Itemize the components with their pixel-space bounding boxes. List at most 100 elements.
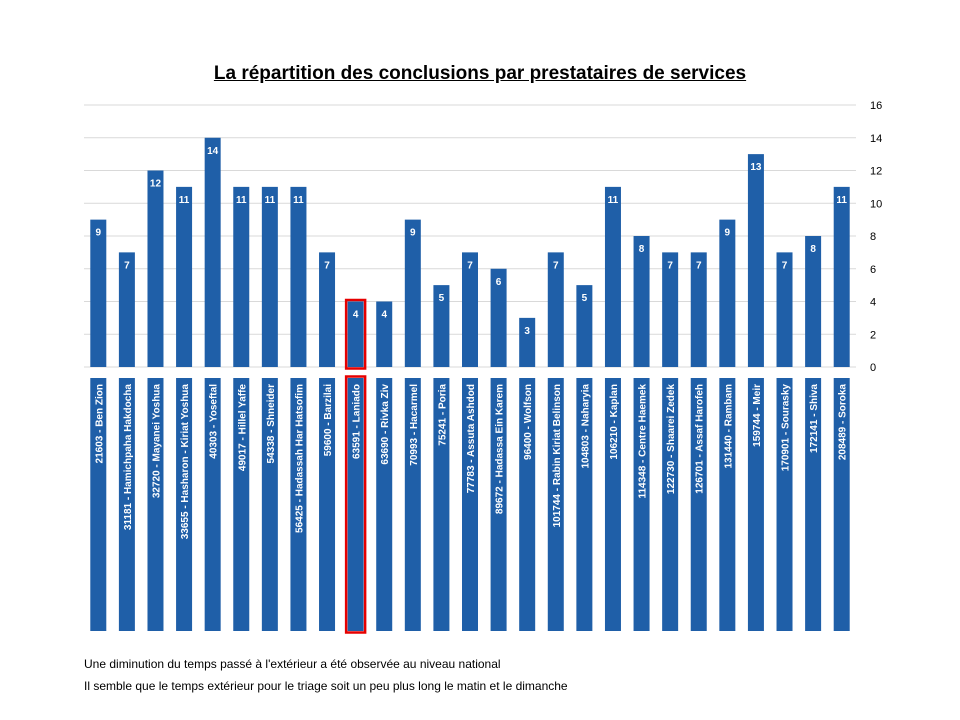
category-label: 63591 - Laniado — [352, 384, 363, 459]
category-label-box — [662, 378, 679, 631]
category-label-box — [547, 378, 564, 631]
bar — [233, 186, 250, 367]
category-label-box — [290, 378, 307, 631]
bar-value-label: 3 — [524, 326, 530, 337]
category-label-box — [376, 378, 393, 631]
category-label-box — [261, 378, 278, 631]
bar — [604, 186, 621, 367]
bar-value-label: 11 — [265, 195, 276, 206]
bar — [747, 154, 764, 367]
category-label-box — [118, 378, 135, 631]
category-label-box — [404, 378, 421, 631]
bar — [319, 252, 336, 367]
y-tick-label: 0 — [870, 362, 876, 374]
bar-value-label: 11 — [179, 195, 190, 206]
category-label: 131440 - Rambam — [723, 384, 734, 469]
bar — [576, 285, 593, 367]
category-label: 40303 - Yoseftal — [209, 384, 220, 459]
category-label-highlight-outline — [344, 375, 367, 634]
y-tick-label: 2 — [870, 329, 876, 341]
bar-value-label: 11 — [236, 195, 247, 206]
category-label: 114348 - Centre Haemek — [638, 384, 649, 499]
bar-value-label: 8 — [810, 244, 816, 255]
bar-value-label: 8 — [639, 244, 645, 255]
category-label: 32720 - Mayanei Yoshua — [151, 384, 162, 499]
bar-value-label: 4 — [381, 310, 387, 321]
category-label-box — [90, 378, 107, 631]
category-label: 21603 - Ben Zion — [94, 384, 105, 463]
category-label-box — [805, 378, 822, 631]
bar-highlight-outline — [344, 298, 367, 370]
bar — [204, 137, 221, 367]
category-label-box — [833, 378, 850, 631]
bar — [376, 301, 393, 367]
category-label: 159744 - Meir — [752, 384, 763, 447]
bar — [719, 219, 736, 367]
bar-value-label: 12 — [150, 179, 162, 190]
category-label: 75241 - Poria — [437, 384, 448, 446]
chart-title: La répartition des conclusions par prest… — [213, 63, 747, 84]
y-tick-label: 14 — [870, 133, 882, 145]
category-label-box — [490, 378, 507, 631]
category-label: 96400 - Wolfson — [523, 384, 534, 460]
category-label-box — [776, 378, 793, 631]
category-label-box — [347, 378, 364, 631]
bar-value-label: 7 — [553, 260, 559, 271]
bar-value-label: 7 — [467, 260, 473, 271]
bar-value-label: 6 — [496, 277, 502, 288]
category-label: 122730 - Shaarei Zedek — [666, 384, 677, 495]
bar-value-label: 5 — [582, 293, 588, 304]
category-label: 56425 - Hadassah Har Hatsofim — [294, 384, 305, 533]
category-label-box — [633, 378, 650, 631]
bar — [547, 252, 564, 367]
category-label-box — [519, 378, 536, 631]
bar — [805, 236, 822, 367]
bar-value-label: 13 — [750, 162, 762, 173]
bar-value-label: 11 — [836, 195, 847, 206]
category-label: 104803 - Naharyia — [580, 384, 591, 469]
bar — [90, 219, 107, 367]
category-label: 208489 - Soroka — [838, 384, 849, 461]
bar-value-label: 14 — [207, 146, 219, 157]
category-label-box — [576, 378, 593, 631]
category-label: 77783 - Assuta Ashdod — [466, 384, 477, 493]
bar — [690, 252, 707, 367]
bar-value-label: 7 — [782, 260, 788, 271]
category-label-box — [433, 378, 450, 631]
category-label: 63690 - Rivka Ziv — [380, 384, 391, 465]
bar-value-label: 7 — [667, 260, 673, 271]
category-label-box — [719, 378, 736, 631]
bar-value-label: 7 — [324, 260, 330, 271]
y-tick-label: 6 — [870, 264, 876, 276]
category-label: 170901 - Sourasky — [781, 384, 792, 472]
bar-value-label: 9 — [725, 228, 731, 239]
category-label-box — [462, 378, 478, 631]
category-label: 31181 - Hamichpaha Hakdocha — [123, 384, 134, 531]
bar — [176, 186, 193, 367]
category-label-box — [690, 378, 707, 631]
category-label-box — [204, 378, 221, 631]
bar-value-label: 11 — [608, 195, 619, 206]
bar — [147, 170, 164, 367]
bar-value-label: 11 — [293, 195, 304, 206]
category-label-box — [233, 378, 250, 631]
bar-value-label: 7 — [696, 260, 702, 271]
y-tick-label: 12 — [870, 166, 882, 178]
bar — [519, 317, 536, 367]
category-label: 106210 - Kaplan — [609, 384, 620, 460]
category-label: 54338 - Shneider — [266, 384, 277, 464]
bar — [118, 252, 135, 367]
category-label-box — [747, 378, 764, 631]
bar — [833, 186, 850, 367]
bar — [261, 186, 278, 367]
y-tick-label: 8 — [870, 231, 876, 243]
bar-value-label: 7 — [124, 260, 130, 271]
bar — [347, 301, 364, 367]
bar-value-label: 9 — [96, 228, 102, 239]
bar — [776, 252, 793, 367]
category-label-box — [176, 378, 193, 631]
bar — [490, 268, 507, 367]
y-tick-label: 16 — [870, 100, 882, 112]
category-label-box — [319, 378, 336, 631]
